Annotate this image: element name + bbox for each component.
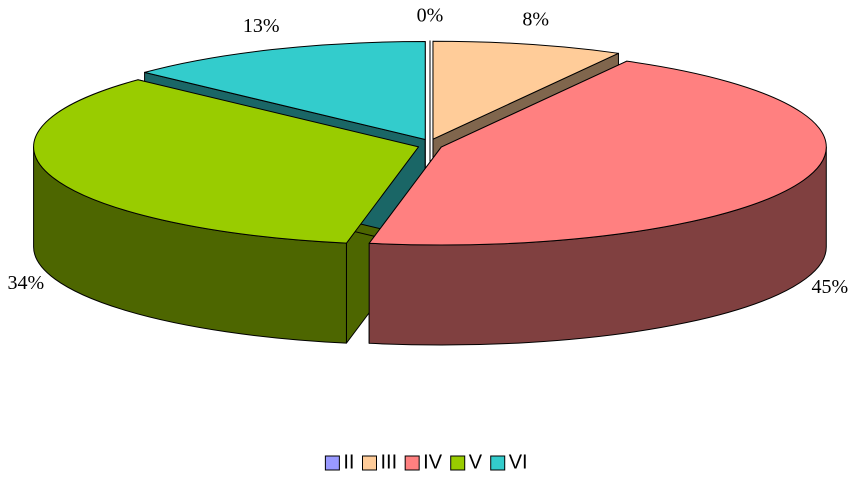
legend-swatch [361,455,377,471]
data-label: 13% [243,15,280,37]
legend-swatch [404,455,420,471]
legend-label: V [469,451,483,473]
pie-outer-walls [33,146,827,346]
data-labels: 0% 8% 45% 34% 13% [7,5,848,298]
pie-slice [432,40,619,140]
data-label: 45% [812,276,849,298]
legend-label: II [343,451,354,473]
data-label: 8% [522,9,549,31]
legend-label: III [380,451,397,473]
legend: II III IV V VI [324,451,528,473]
legend-swatch [324,455,340,471]
pie-tops [33,40,827,246]
pie-slice [144,40,426,140]
data-label: 0% [417,5,444,27]
pie-slice [33,79,420,244]
legend-label: VI [509,451,528,473]
legend-swatch [450,455,466,471]
data-label: 34% [7,272,44,294]
legend-label: IV [423,451,443,473]
legend-swatch [490,455,506,471]
pie-slice [368,60,827,246]
